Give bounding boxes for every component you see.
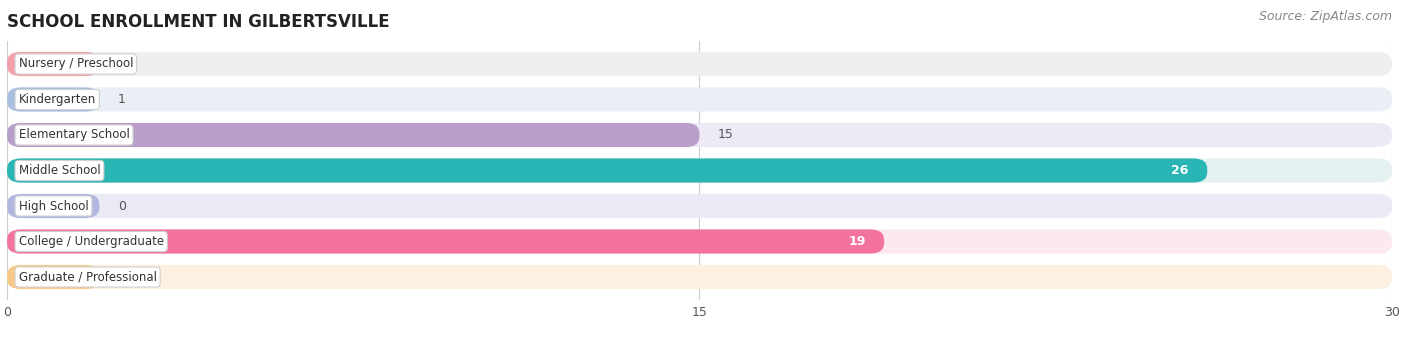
FancyBboxPatch shape [7,159,1392,182]
Text: Middle School: Middle School [18,164,100,177]
Text: 1: 1 [118,93,125,106]
Text: 15: 15 [718,129,734,142]
FancyBboxPatch shape [7,194,1392,218]
Text: College / Undergraduate: College / Undergraduate [18,235,163,248]
FancyBboxPatch shape [7,229,1392,254]
Text: Kindergarten: Kindergarten [18,93,96,106]
Text: 2: 2 [118,270,125,283]
FancyBboxPatch shape [7,265,1392,289]
FancyBboxPatch shape [7,123,1392,147]
Text: Elementary School: Elementary School [18,129,129,142]
FancyBboxPatch shape [7,87,100,112]
FancyBboxPatch shape [7,265,100,289]
FancyBboxPatch shape [7,52,100,76]
FancyBboxPatch shape [7,229,884,254]
Text: High School: High School [18,199,89,212]
FancyBboxPatch shape [7,52,1392,76]
Text: 19: 19 [848,235,866,248]
FancyBboxPatch shape [7,194,100,218]
Text: 0: 0 [118,199,125,212]
Text: SCHOOL ENROLLMENT IN GILBERTSVILLE: SCHOOL ENROLLMENT IN GILBERTSVILLE [7,13,389,31]
Text: 0: 0 [118,58,125,71]
Text: Source: ZipAtlas.com: Source: ZipAtlas.com [1258,10,1392,23]
FancyBboxPatch shape [7,159,1208,182]
Text: 26: 26 [1171,164,1189,177]
FancyBboxPatch shape [7,123,700,147]
FancyBboxPatch shape [7,87,1392,112]
Text: Graduate / Professional: Graduate / Professional [18,270,156,283]
Text: Nursery / Preschool: Nursery / Preschool [18,58,134,71]
